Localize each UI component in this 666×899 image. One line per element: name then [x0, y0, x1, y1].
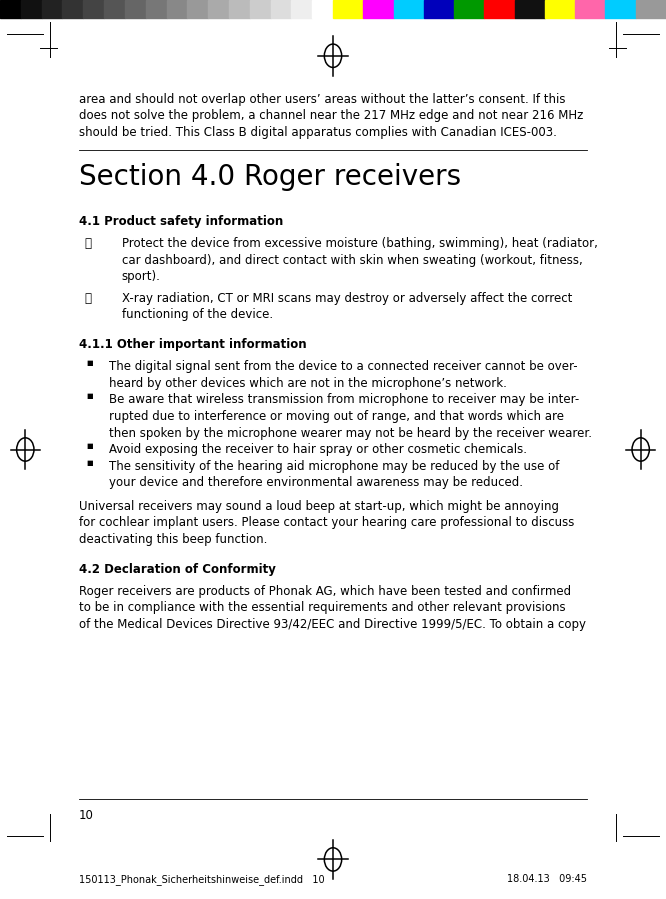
Text: for cochlear implant users. Please contact your hearing care professional to dis: for cochlear implant users. Please conta… [79, 516, 574, 530]
Text: to be in compliance with the essential requirements and other relevant provision: to be in compliance with the essential r… [79, 601, 565, 614]
Text: ■: ■ [87, 393, 93, 399]
Bar [229, 0, 250, 18]
Text: functioning of the device.: functioning of the device. [122, 308, 273, 322]
Text: Avoid exposing the receiver to hair spray or other cosmetic chemicals.: Avoid exposing the receiver to hair spra… [109, 443, 527, 456]
Bar [208, 0, 229, 18]
Bar [363, 0, 394, 18]
Text: X-ray radiation, CT or MRI scans may destroy or adversely affect the correct: X-ray radiation, CT or MRI scans may des… [122, 292, 572, 305]
Bar [270, 0, 292, 18]
Bar [605, 0, 636, 18]
Text: 18.04.13   09:45: 18.04.13 09:45 [507, 874, 587, 884]
Text: 4.1.1 Other important information: 4.1.1 Other important information [79, 338, 306, 352]
Text: Universal receivers may sound a loud beep at start-up, which might be annoying: Universal receivers may sound a loud bee… [79, 500, 559, 512]
Bar [312, 0, 333, 18]
Bar [484, 0, 515, 18]
Bar [63, 0, 83, 18]
Bar [575, 0, 605, 18]
Text: Be aware that wireless transmission from microphone to receiver may be inter-: Be aware that wireless transmission from… [109, 393, 579, 406]
Text: Protect the device from excessive moisture (bathing, swimming), heat (radiator,: Protect the device from excessive moistu… [122, 237, 598, 250]
Text: then spoken by the microphone wearer may not be heard by the receiver wearer.: then spoken by the microphone wearer may… [109, 426, 591, 440]
Text: Section 4.0 Roger receivers: Section 4.0 Roger receivers [79, 163, 461, 191]
Bar [104, 0, 125, 18]
Text: sport).: sport). [122, 271, 161, 283]
Text: heard by other devices which are not in the microphone’s network.: heard by other devices which are not in … [109, 377, 506, 389]
Text: of the Medical Devices Directive 93/42/EEC and Directive 1999/5/EC. To obtain a : of the Medical Devices Directive 93/42/E… [79, 618, 585, 631]
Text: does not solve the problem, a channel near the 217 MHz edge and not near 216 MHz: does not solve the problem, a channel ne… [79, 109, 583, 122]
Bar [0, 0, 21, 18]
Text: ⓘ: ⓘ [84, 237, 91, 250]
Text: The digital signal sent from the device to a connected receiver cannot be over-: The digital signal sent from the device … [109, 360, 577, 373]
Text: ■: ■ [87, 360, 93, 366]
Text: ■: ■ [87, 443, 93, 450]
Text: rupted due to interference or moving out of range, and that words which are: rupted due to interference or moving out… [109, 410, 563, 423]
Text: should be tried. This Class B digital apparatus complies with Canadian ICES-003.: should be tried. This Class B digital ap… [79, 126, 557, 138]
Bar [515, 0, 545, 18]
Bar [394, 0, 424, 18]
Text: your device and therefore environmental awareness may be reduced.: your device and therefore environmental … [109, 476, 523, 489]
Bar [125, 0, 146, 18]
Bar [187, 0, 208, 18]
Bar [636, 0, 666, 18]
Bar [333, 0, 363, 18]
Bar [146, 0, 166, 18]
Bar [41, 0, 63, 18]
Text: Roger receivers are products of Phonak AG, which have been tested and confirmed: Roger receivers are products of Phonak A… [79, 584, 571, 598]
Bar [83, 0, 104, 18]
Bar [166, 0, 187, 18]
Text: 4.1 Product safety information: 4.1 Product safety information [79, 215, 283, 228]
Text: car dashboard), and direct contact with skin when sweating (workout, fitness,: car dashboard), and direct contact with … [122, 254, 583, 267]
Text: ⓘ: ⓘ [84, 292, 91, 305]
Text: area and should not overlap other users’ areas without the latter’s consent. If : area and should not overlap other users’… [79, 93, 565, 105]
Bar [21, 0, 41, 18]
Bar [545, 0, 575, 18]
Text: ■: ■ [87, 459, 93, 466]
Text: 4.2 Declaration of Conformity: 4.2 Declaration of Conformity [79, 563, 276, 576]
Text: 150113_Phonak_Sicherheitshinweise_def.indd   10: 150113_Phonak_Sicherheitshinweise_def.in… [79, 874, 324, 885]
Text: deactivating this beep function.: deactivating this beep function. [79, 533, 267, 546]
Text: The sensitivity of the hearing aid microphone may be reduced by the use of: The sensitivity of the hearing aid micro… [109, 459, 559, 473]
Bar [454, 0, 484, 18]
Text: 10: 10 [79, 809, 93, 822]
Bar [424, 0, 454, 18]
Bar [292, 0, 312, 18]
Bar [250, 0, 270, 18]
